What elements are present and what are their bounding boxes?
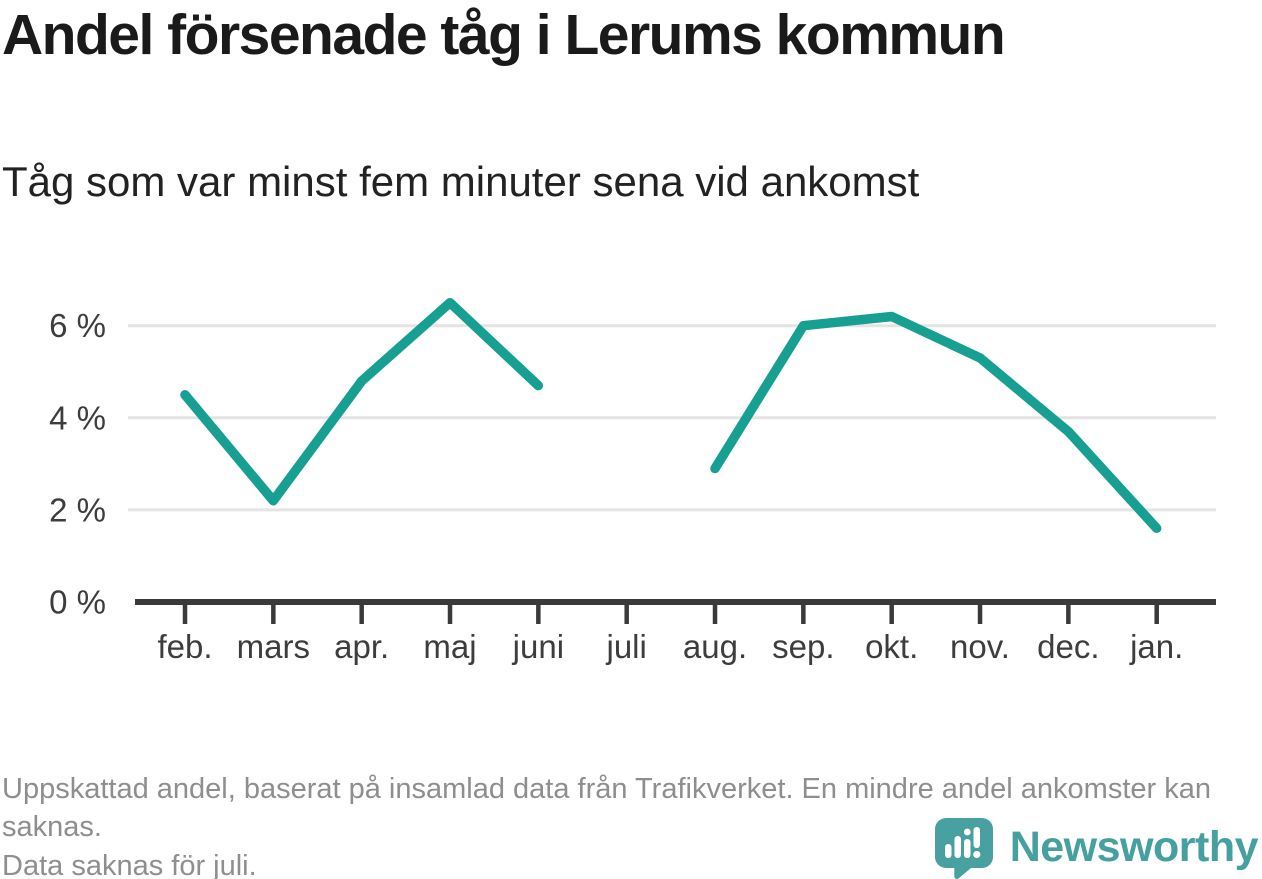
- footnote-source: Uppskattad andel, baserat på insamlad da…: [2, 773, 1211, 844]
- chart-title: Andel försenade tåg i Lerums kommun: [2, 3, 1006, 67]
- newsworthy-wordmark: Newsworthy: [1009, 822, 1259, 871]
- y-tick-label: 0 %: [49, 584, 106, 621]
- x-tick-label: apr.: [334, 628, 389, 665]
- y-tick-label: 2 %: [49, 491, 106, 528]
- x-tick-label: maj: [423, 628, 476, 665]
- x-tick-label: okt.: [865, 628, 918, 665]
- footnote-missing-data: Data saknas för juli.: [2, 849, 257, 879]
- y-tick-label: 4 %: [49, 399, 106, 436]
- x-tick-label: mars: [237, 628, 310, 665]
- x-tick-label: sep.: [772, 628, 834, 665]
- x-tick-label: dec.: [1037, 628, 1099, 665]
- newsworthy-logo: Newsworthy: [932, 815, 1259, 879]
- chart-subtitle: Tåg som var minst fem minuter sena vid a…: [2, 158, 920, 205]
- x-tick-label: nov.: [950, 628, 1010, 665]
- x-tick-label: juli: [606, 628, 647, 665]
- x-tick-label: juni: [512, 628, 564, 665]
- footnote: Uppskattad andel, baserat på insamlad da…: [2, 770, 1242, 879]
- data-line-segment: [710, 311, 1162, 534]
- mini-bar-chart: [944, 827, 981, 859]
- x-tick-label: feb.: [157, 628, 212, 665]
- x-tick-label: jan.: [1129, 628, 1183, 665]
- newsworthy-icon: [934, 818, 993, 879]
- y-tick-label: 6 %: [49, 307, 106, 344]
- x-tick-label: aug.: [683, 628, 747, 665]
- data-line-segment: [180, 297, 544, 506]
